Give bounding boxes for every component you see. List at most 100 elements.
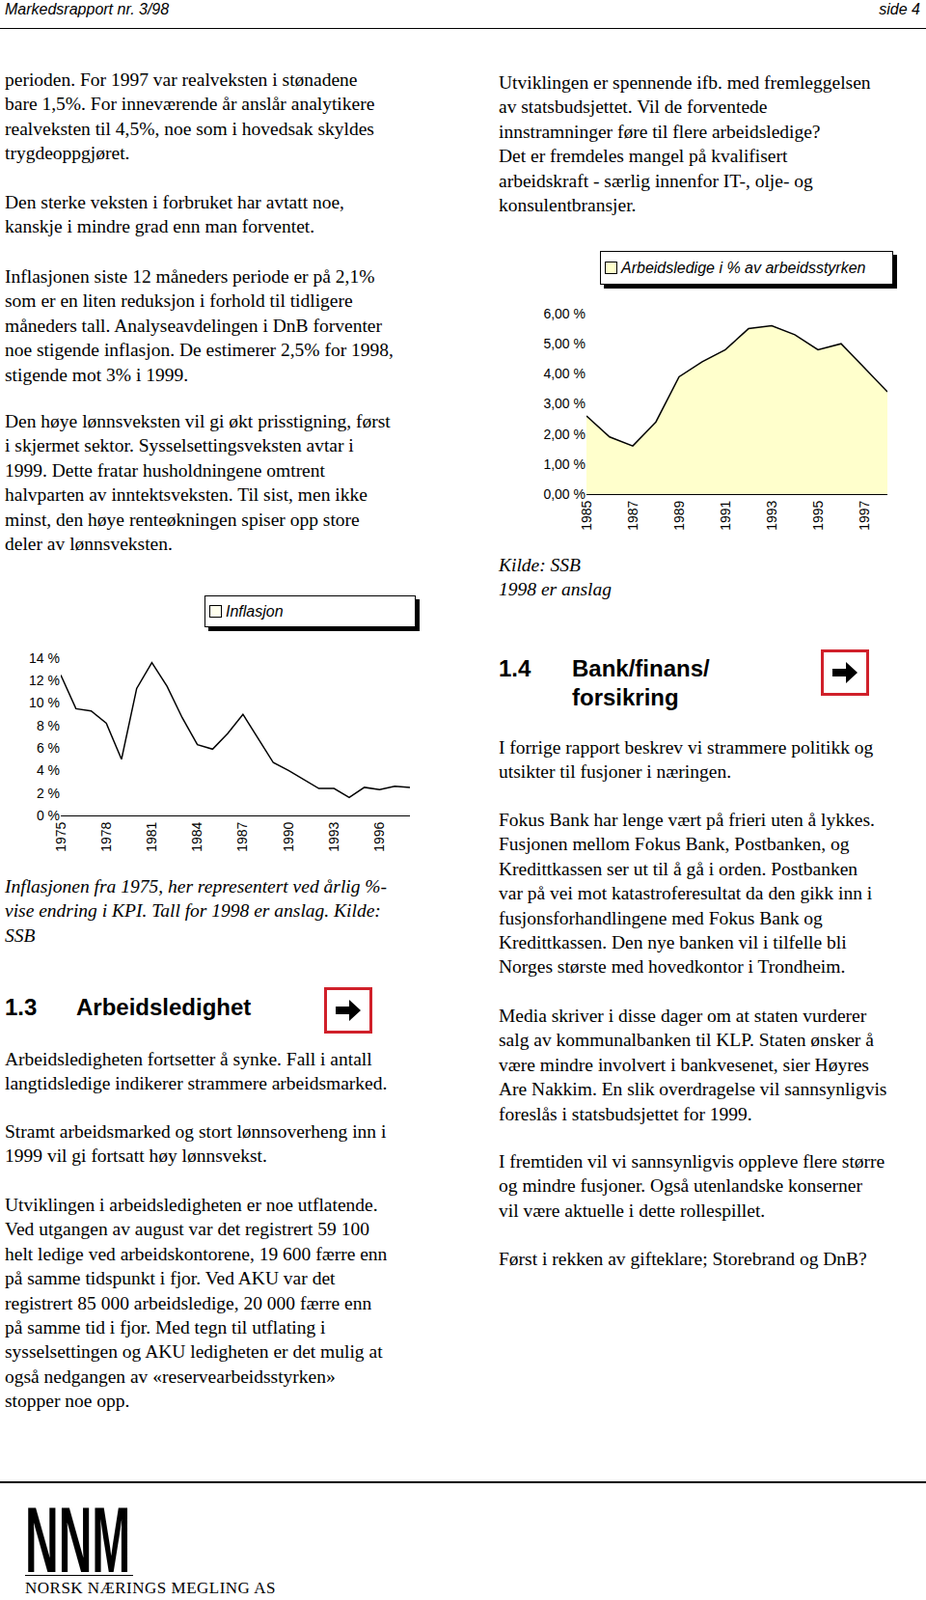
- svg-text:1991: 1991: [717, 499, 734, 530]
- html-text:Are Nakkim. En slik overdragel: Are Nakkim. En slik overdragelse vil san…: [498, 1078, 887, 1099]
- html-text:1999 vil gi fortsatt høy lønns: 1999 vil gi fortsatt høy lønnsvekst.: [4, 1145, 268, 1166]
- html-text:fusjonsforhandlingene med Foku: fusjonsforhandlingene med Fokus Bank og: [498, 907, 823, 928]
- html-text:konsulentbransjer.: konsulentbransjer.: [498, 194, 637, 216]
- html-text:Fusjonen mellom Fokus Bank, Po: Fusjonen mellom Fokus Bank, Postbanken, …: [498, 833, 850, 855]
- html-text:1999. Dette fratar husholdning: 1999. Dette fratar husholdningene omtren…: [4, 459, 326, 481]
- html-text:Inflasjonen siste 12 måneders: Inflasjonen siste 12 måneders periode er…: [4, 266, 375, 287]
- html-text:realveksten til 4,5%, noe som: realveksten til 4,5%, noe som i hovedsak…: [4, 118, 375, 139]
- html-text:vil være aktuelle i dette roll: vil være aktuelle i dette rollespillet.: [498, 1199, 766, 1221]
- svg-text:0 %: 0 %: [36, 807, 60, 823]
- svg-text:6,00 %: 6,00 %: [543, 305, 586, 322]
- svg-text:14 %: 14 %: [28, 650, 60, 666]
- html-text:deler av lønnsveksten.: deler av lønnsveksten.: [4, 533, 173, 554]
- html-text:I forrige rapport beskrev vi s: I forrige rapport beskrev vi strammere p…: [498, 736, 874, 758]
- html-text:I fremtiden vil vi sannsynligv: I fremtiden vil vi sannsynligvis oppleve…: [498, 1150, 885, 1172]
- svg-text:1997: 1997: [856, 499, 872, 530]
- html-text:bare 1,5%. For inneværende år: bare 1,5%. For inneværende år anslår ana…: [4, 93, 375, 115]
- html-text:Den høye lønnsveksten vil gi ø: Den høye lønnsveksten vil gi økt prissti…: [4, 410, 391, 432]
- html-text:1.4: 1.4: [498, 654, 531, 681]
- html-text:perioden. For 1997 var realvek: perioden. For 1997 var realveksten i stø…: [4, 69, 358, 90]
- html-text:salg av kommunalbanken til KLP: salg av kommunalbanken til KLP. Staten ø…: [498, 1029, 874, 1050]
- html-text:på samme tid i fjor. Med tegn: på samme tid i fjor. Med tegn til utflat…: [4, 1316, 326, 1337]
- svg-text:1996: 1996: [371, 820, 387, 851]
- svg-text:2 %: 2 %: [36, 785, 60, 801]
- svg-text:1978: 1978: [98, 820, 114, 851]
- html-text:også nedgangen av «reservearbe: også nedgangen av «reservearbeidsstyrken…: [4, 1365, 336, 1386]
- html-text:Inflasjonen fra 1975, her repr: Inflasjonen fra 1975, her representert v…: [4, 875, 387, 897]
- html-text:Kredittkassen ser ut til å gå: Kredittkassen ser ut til å gå i orden. P…: [498, 858, 858, 879]
- svg-text:2,00 %: 2,00 %: [543, 426, 586, 442]
- html-text:Inflasjon: Inflasjon: [225, 602, 284, 619]
- html-text:foreslås i statsbudsjettet for: foreslås i statsbudsjettet for 1999.: [498, 1103, 753, 1124]
- html-text:Markedsrapport nr. 3/98: Markedsrapport nr. 3/98: [4, 0, 169, 18]
- html-text:som er en liten reduksjon i fo: som er en liten reduksjon i forhold til …: [4, 290, 353, 311]
- html-text:sysselsettingen og AKU ledighe: sysselsettingen og AKU ledigheten er det…: [4, 1341, 383, 1362]
- html-text:SSB: SSB: [4, 924, 36, 946]
- html-text:var på vei mot katastroferesul: var på vei mot katastroferesultat da den…: [498, 882, 873, 904]
- html-text:NORSK NÆRINGS MEGLING AS: NORSK NÆRINGS MEGLING AS: [25, 1578, 276, 1597]
- svg-text:1985: 1985: [578, 499, 595, 530]
- html-text:Det er fremdeles mangel på kva: Det er fremdeles mangel på kvalifisert: [498, 145, 788, 167]
- html-text:halvparten av inntektsveksten.: halvparten av inntektsveksten. Til sist,…: [4, 484, 368, 505]
- html-text:stigende mot 3% i 1999.: stigende mot 3% i 1999.: [4, 364, 189, 385]
- html-text:forsikring: forsikring: [571, 683, 679, 710]
- html-text:arbeidskraft - særlig innenfor: arbeidskraft - særlig innenfor IT-, olje…: [498, 170, 813, 191]
- html-text:langtidsledige indikerer stram: langtidsledige indikerer strammere arbei…: [4, 1073, 388, 1094]
- svg-text:1993: 1993: [763, 499, 780, 530]
- html-text:av statsbudsjettet. Vil de for: av statsbudsjettet. Vil de forventede: [498, 96, 768, 118]
- html-text:NNM: NNM: [25, 1487, 131, 1591]
- svg-text:6 %: 6 %: [36, 739, 60, 756]
- html-text:Arbeidsledige i % av arbeidsst: Arbeidsledige i % av arbeidsstyrken: [621, 258, 866, 276]
- html-text:Media skriver i disse dager om: Media skriver i disse dager om at staten…: [498, 1005, 867, 1026]
- html-text:Arbeidsledighet: Arbeidsledighet: [76, 993, 252, 1020]
- html-text:være mindre involvert i bankve: være mindre involvert i bankvesenet, sie…: [498, 1054, 869, 1075]
- svg-text:1,00 %: 1,00 %: [543, 456, 586, 472]
- svg-text:1989: 1989: [671, 499, 687, 530]
- html-text:Fokus Bank har lenge vært på f: Fokus Bank har lenge vært på frieri uten…: [498, 809, 875, 830]
- html-text:Bank/finans/: Bank/finans/: [571, 654, 710, 681]
- svg-text:1987: 1987: [625, 499, 641, 530]
- html-text:innstramninger føre til flere: innstramninger føre til flere arbeidsled…: [498, 121, 821, 142]
- svg-text:1995: 1995: [810, 499, 826, 530]
- svg-text:1981: 1981: [143, 820, 160, 851]
- html-text:Norges største med hovedkontor: Norges største med hovedkontor i Trondhe…: [498, 956, 846, 977]
- html-text:vise endring i KPI. Tall for 1: vise endring i KPI. Tall for 1998 er ans…: [4, 900, 381, 921]
- html-text:Arbeidsledigheten fortsetter å: Arbeidsledigheten fortsetter å synke. Fa…: [4, 1048, 373, 1069]
- html-text:måneders tall. Analyseavdeling: måneders tall. Analyseavdelingen i DnB f…: [4, 315, 382, 336]
- svg-text:8 %: 8 %: [36, 717, 60, 734]
- html-text:1.3: 1.3: [4, 993, 38, 1020]
- svg-text:1993: 1993: [326, 820, 342, 851]
- html-text:Stramt arbeidsmarked og stort: Stramt arbeidsmarked og stort lønnsoverh…: [4, 1120, 387, 1142]
- svg-text:1990: 1990: [280, 820, 297, 851]
- html-text:Kilde: SSB: Kilde: SSB: [498, 554, 581, 575]
- html-text:på samme tidspunkt i fjor. Ved: på samme tidspunkt i fjor. Ved AKU var d…: [4, 1267, 336, 1288]
- svg-text:12 %: 12 %: [28, 672, 60, 688]
- html-text:Kredittkassen. Den nye banken: Kredittkassen. Den nye banken vil i tilf…: [498, 931, 847, 953]
- html-text:noe stigende inflasjon. De est: noe stigende inflasjon. De estimerer 2,5…: [4, 339, 394, 360]
- html-text:helt ledige ved arbeidskontore: helt ledige ved arbeidskontorene, 19 600…: [4, 1243, 388, 1264]
- html-text:minst, den høye renteøkningen: minst, den høye renteøkningen spiser opp…: [4, 508, 360, 530]
- html-text:side 4: side 4: [879, 0, 921, 18]
- svg-text:3,00 %: 3,00 %: [543, 395, 586, 411]
- svg-text:5,00 %: 5,00 %: [543, 335, 586, 352]
- svg-text:1975: 1975: [53, 820, 69, 851]
- html-text:Utviklingen i arbeidsledighete: Utviklingen i arbeidsledigheten er noe u…: [4, 1194, 378, 1215]
- html-text:registrert 85 000 arbeidsledig: registrert 85 000 arbeidsledige, 20 000 …: [4, 1292, 372, 1313]
- svg-text:1984: 1984: [189, 820, 205, 851]
- html-text:Utviklingen er spennende ifb.: Utviklingen er spennende ifb. med fremle…: [498, 72, 871, 93]
- html-text:Ved utgangen av august var det: Ved utgangen av august var det registrer…: [4, 1218, 370, 1239]
- html-text:stopper noe opp.: stopper noe opp.: [4, 1390, 130, 1411]
- html-text:utsikter til fusjoner i næring: utsikter til fusjoner i næringen.: [498, 761, 732, 782]
- html-text:Først i rekken av gifteklare;: Først i rekken av gifteklare; Storebrand…: [498, 1248, 867, 1269]
- html-text:kanskje i mindre grad enn man: kanskje i mindre grad enn man forventet.: [4, 216, 315, 237]
- svg-text:4 %: 4 %: [36, 762, 60, 778]
- html-text:og mindre fusjoner. Også utenl: og mindre fusjoner. Også utenlandske kon…: [498, 1175, 863, 1196]
- svg-text:1987: 1987: [234, 820, 250, 851]
- html-text:Den sterke veksten i forbruket: Den sterke veksten i forbruket har avtat…: [4, 191, 345, 213]
- svg-text:4,00 %: 4,00 %: [543, 365, 586, 382]
- html-text:i skjermet sektor. Sysselsetti: i skjermet sektor. Sysselsettingsveksten…: [4, 435, 354, 456]
- html-text:trygdeoppgjøret.: trygdeoppgjøret.: [4, 142, 130, 164]
- svg-text:0,00 %: 0,00 %: [543, 486, 586, 502]
- svg-text:10 %: 10 %: [28, 694, 60, 710]
- html-text:1998 er anslag: 1998 er anslag: [498, 579, 612, 600]
